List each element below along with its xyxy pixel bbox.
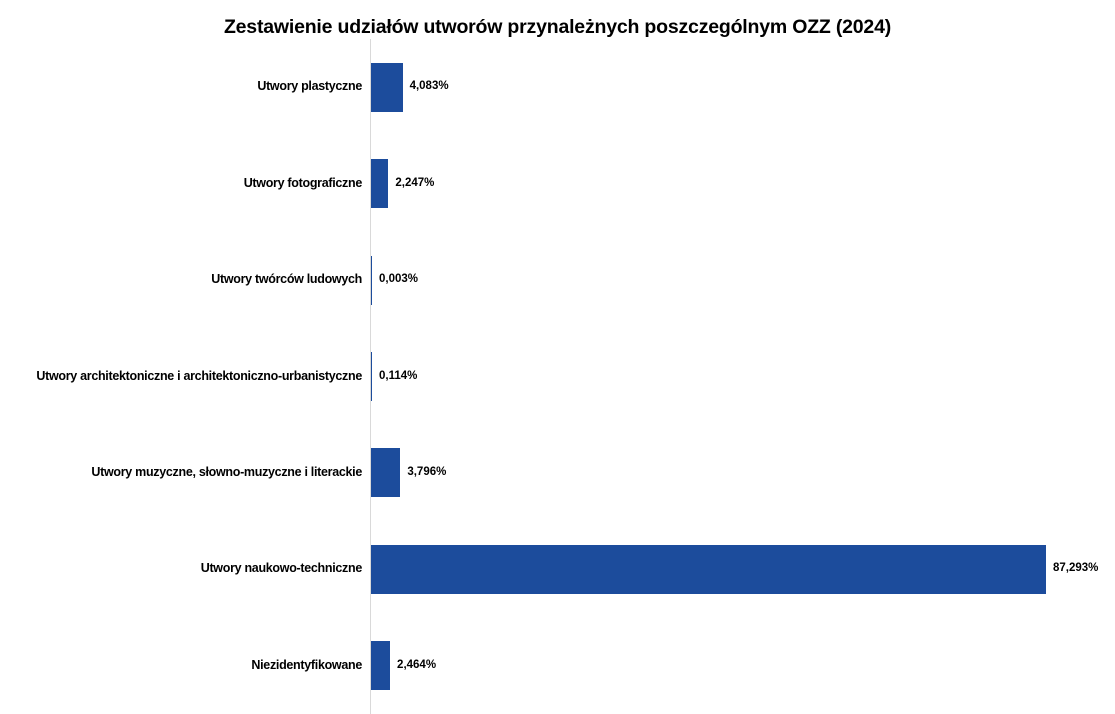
category-label: Utwory naukowo-techniczne (200, 561, 363, 576)
bar (371, 255, 372, 305)
value-label: 0,003% (379, 273, 419, 286)
bar (371, 62, 403, 112)
value-label: 0,114% (379, 369, 418, 382)
value-label: 4,083% (409, 80, 449, 93)
category-label: Utwory twórców ludowych (211, 272, 362, 287)
category-label: Utwory architektoniczne i architektonicz… (36, 368, 362, 383)
bar (371, 448, 401, 498)
category-label: Utwory plastyczne (257, 79, 362, 94)
category-label: Utwory muzyczne, słowno-muzyczne i liter… (91, 464, 362, 479)
value-label: 87,293% (1053, 562, 1099, 575)
category-axis-line (370, 39, 371, 714)
bar (371, 352, 372, 401)
value-label: 3,796% (407, 465, 447, 478)
bar (371, 641, 391, 691)
bar (371, 159, 389, 209)
category-label: Utwory fotograficzne (243, 175, 363, 190)
bar (371, 544, 1046, 594)
chart-title: Zestawienie udziałów utworów przynależny… (223, 16, 892, 38)
value-label: 2,464% (397, 658, 437, 671)
category-label: Niezidentyfikowane (251, 657, 362, 672)
value-label: 2,247% (395, 176, 435, 189)
